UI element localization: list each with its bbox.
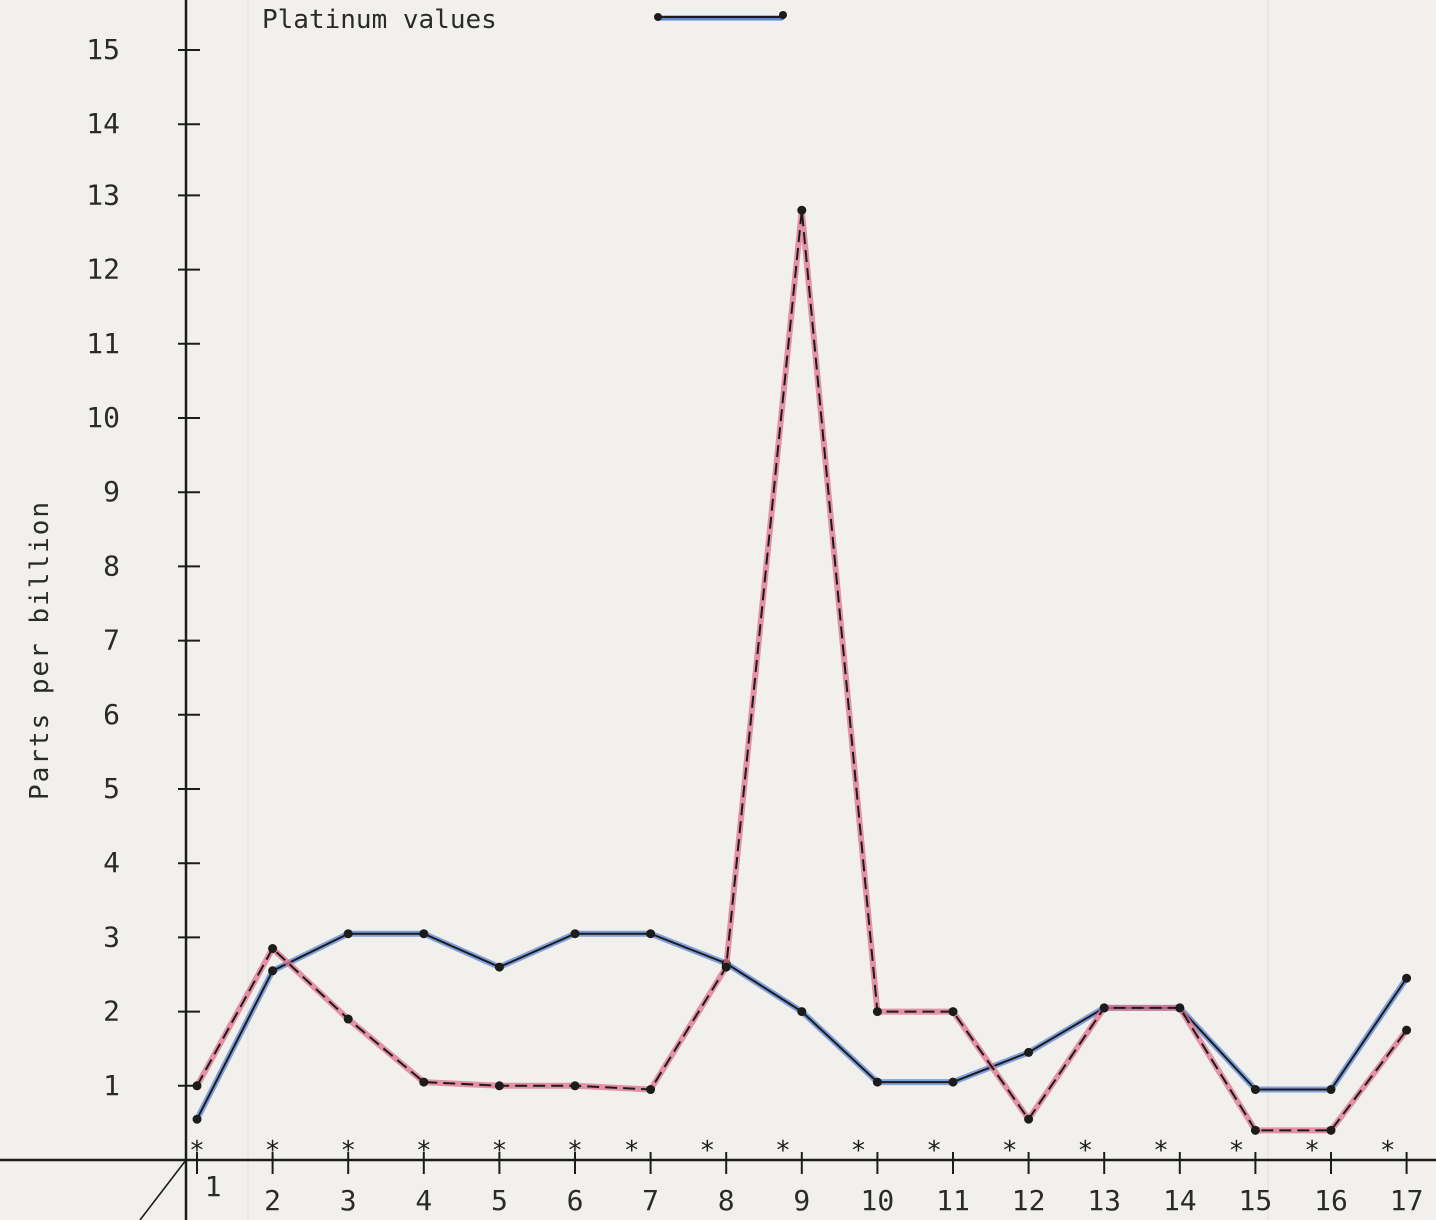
star-marker: * (416, 1136, 432, 1166)
data-point (721, 962, 731, 972)
data-point (192, 1114, 202, 1124)
data-point (948, 1077, 958, 1087)
data-point (1402, 973, 1412, 983)
series-highlight-line (194, 207, 1410, 1134)
y-tick-label: 6 (103, 698, 120, 731)
data-point (797, 205, 807, 215)
legend-swatch-dot-right (779, 11, 787, 19)
data-point (872, 1077, 882, 1087)
data-point (948, 1007, 958, 1017)
data-point (494, 1081, 504, 1091)
star-marker: * (189, 1136, 205, 1166)
data-point (1250, 1125, 1260, 1135)
data-point (872, 1007, 882, 1017)
x-tick-label: 12 (1012, 1184, 1046, 1217)
star-marker: * (492, 1136, 508, 1166)
star-marker: * (624, 1136, 640, 1166)
x-axis-ticks: 1 2 3 4 5 6 7 8 9 10 11 12 13 14 15 16 17 (196, 1152, 1424, 1217)
star-marker: * (775, 1136, 791, 1166)
star-marker: * (265, 1136, 281, 1166)
data-point (343, 1014, 353, 1024)
x-tick-label: 14 (1163, 1184, 1197, 1217)
x-tick-label: 4 (415, 1184, 432, 1217)
data-point (1024, 1047, 1034, 1057)
series-2 (192, 205, 1412, 1135)
x-tick-label: 10 (861, 1184, 895, 1217)
paper-guide-lines (247, 0, 1269, 1220)
data-point (419, 929, 429, 939)
data-point (1402, 1025, 1412, 1035)
series-lines (192, 205, 1412, 1135)
data-point (343, 929, 353, 939)
y-tick-label: 8 (103, 549, 120, 582)
star-marker: * (699, 1136, 715, 1166)
star-marker: * (1229, 1136, 1245, 1166)
data-point (192, 1081, 202, 1091)
x-tick-label: 9 (793, 1184, 810, 1217)
y-tick-label: 12 (86, 253, 120, 286)
star-markers: * * * * * * * * * * * * * * * * * (189, 1136, 1395, 1166)
data-point (570, 929, 580, 939)
x-tick-label: 3 (340, 1184, 357, 1217)
y-axis-label: Parts per billion (25, 500, 55, 800)
data-point (646, 929, 656, 939)
x-tick-label: 15 (1239, 1184, 1273, 1217)
star-marker: * (1153, 1136, 1169, 1166)
series-line (196, 932, 1408, 1120)
series-highlight-line (194, 930, 1410, 1123)
y-tick-label: 2 (103, 995, 120, 1028)
y-tick-label: 7 (103, 624, 120, 657)
data-point (1250, 1085, 1260, 1095)
x-tick-label: 13 (1087, 1184, 1121, 1217)
data-point (1099, 1003, 1109, 1013)
y-tick-label: 14 (86, 107, 120, 140)
star-marker: * (567, 1136, 583, 1166)
data-point (268, 944, 278, 954)
data-point (1175, 1003, 1185, 1013)
data-point (797, 1007, 807, 1017)
x-tick-label: 6 (567, 1184, 584, 1217)
star-marker: * (340, 1136, 356, 1166)
x-tick-label: 5 (491, 1184, 508, 1217)
legend-label: Platinum values (262, 5, 497, 35)
data-point (419, 1077, 429, 1087)
x-tick-label: 1 (205, 1170, 222, 1203)
series-line (196, 210, 1408, 1132)
y-tick-label: 13 (86, 178, 120, 211)
y-axis-ticks: 15 14 13 12 11 10 9 8 7 6 5 4 3 2 1 (86, 33, 200, 1102)
axis-origin-diagonal (139, 1159, 187, 1220)
star-marker: * (926, 1136, 942, 1166)
y-tick-label: 4 (103, 846, 120, 879)
series-1 (192, 929, 1412, 1124)
data-point (570, 1081, 580, 1091)
x-tick-label: 2 (264, 1184, 281, 1217)
data-point (1326, 1125, 1336, 1135)
y-tick-label: 10 (86, 401, 120, 434)
y-tick-label: 11 (86, 327, 120, 360)
y-tick-label: 1 (103, 1069, 120, 1102)
data-point (494, 962, 504, 972)
x-tick-label: 8 (718, 1184, 735, 1217)
y-tick-label: 9 (103, 475, 120, 508)
data-point (1326, 1085, 1336, 1095)
data-point (646, 1085, 656, 1095)
data-point (1024, 1114, 1034, 1124)
legend: Platinum values (262, 5, 787, 35)
x-tick-label: 16 (1314, 1184, 1348, 1217)
legend-swatch-dot-left (654, 13, 662, 21)
star-marker: * (851, 1136, 867, 1166)
star-marker: * (1002, 1136, 1018, 1166)
y-tick-label: 15 (86, 33, 120, 66)
x-tick-label: 11 (936, 1184, 970, 1217)
x-tick-label: 7 (642, 1184, 659, 1217)
data-point (268, 966, 278, 976)
star-marker: * (1077, 1136, 1093, 1166)
y-tick-label: 3 (103, 920, 120, 953)
x-tick-label: 17 (1390, 1184, 1424, 1217)
star-marker: * (1304, 1136, 1320, 1166)
star-marker: * (1380, 1136, 1396, 1166)
y-tick-label: 5 (103, 772, 120, 805)
